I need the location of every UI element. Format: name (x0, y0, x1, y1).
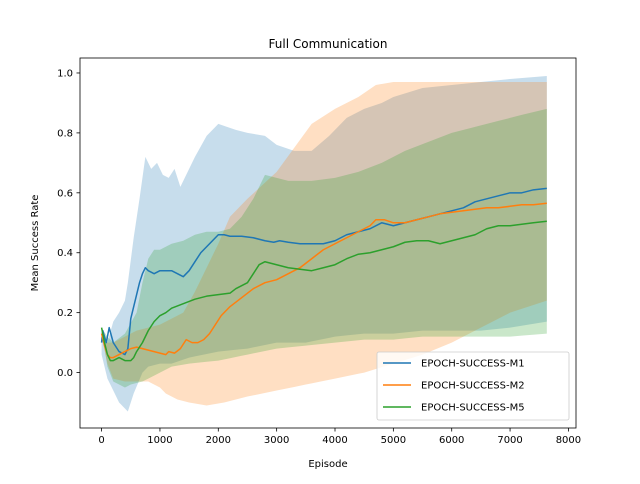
legend-box (376, 351, 570, 421)
x-tick-label: 8000 (556, 435, 581, 446)
y-tick-label: 0.4 (57, 248, 73, 259)
x-tick-label: 0 (98, 435, 104, 446)
x-tick-label: 3000 (264, 435, 289, 446)
y-axis-ticks: 0.0 0.2 0.4 0.6 0.8 1.0 (57, 68, 80, 379)
x-tick-label: 5000 (381, 435, 406, 446)
x-tick-label: 6000 (439, 435, 464, 446)
x-axis-ticks: 0 1000 2000 3000 4000 5000 6000 7000 8000 (98, 428, 581, 446)
y-tick-label: 0.6 (57, 188, 73, 199)
series-line-epoch-success-m5 (100, 220, 547, 362)
x-tick-label: 2000 (206, 435, 231, 446)
x-tick-label: 7000 (497, 435, 522, 446)
legend-label: EPOCH-SUCCESS-M1 (421, 359, 525, 370)
y-tick-label: 0.2 (57, 308, 73, 319)
series-line-epoch-success-m2 (100, 202, 547, 359)
x-tick-label: 1000 (147, 435, 172, 446)
y-tick-label: 0.8 (57, 128, 73, 139)
plot-frame (79, 57, 577, 429)
legend: EPOCH-SUCCESS-M1 EPOCH-SUCCESS-M2 EPOCH-SU… (376, 351, 570, 421)
legend-label: EPOCH-SUCCESS-M2 (421, 381, 525, 392)
y-tick-label: 1.0 (57, 68, 73, 79)
x-tick-label: 4000 (322, 435, 347, 446)
y-tick-label: 0.0 (57, 368, 73, 379)
y-axis-label: Mean Success Rate (30, 195, 41, 292)
series-lines (100, 187, 547, 362)
x-axis-label: Episode (308, 459, 347, 470)
chart-title: Full Communication (269, 37, 388, 51)
confidence-band-epoch-success-m5 (101, 108, 547, 388)
legend-label: EPOCH-SUCCESS-M5 (421, 403, 525, 414)
